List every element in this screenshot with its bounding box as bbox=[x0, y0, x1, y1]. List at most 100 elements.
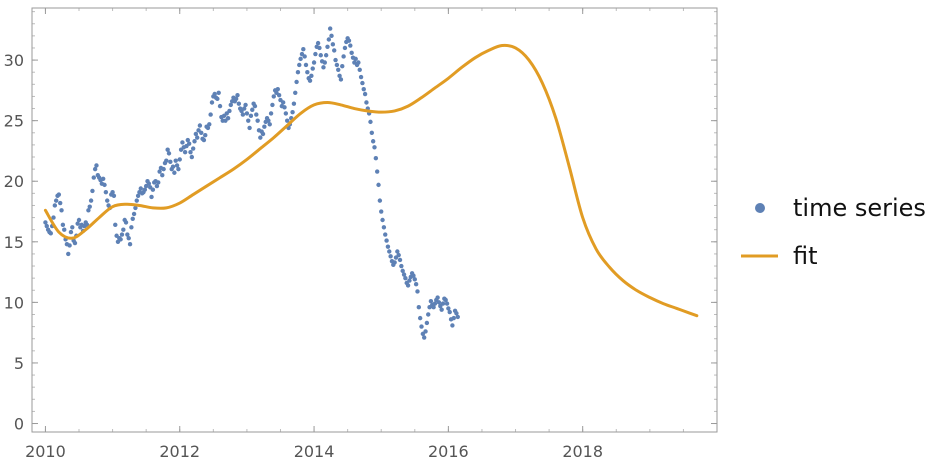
data-point bbox=[255, 118, 260, 123]
data-point bbox=[149, 194, 154, 200]
data-point bbox=[338, 77, 344, 82]
data-point bbox=[87, 204, 92, 209]
data-point bbox=[48, 231, 53, 236]
data-point bbox=[228, 102, 233, 108]
data-point bbox=[105, 198, 110, 203]
data-point bbox=[216, 90, 221, 96]
data-point bbox=[129, 225, 134, 230]
data-point bbox=[413, 282, 419, 287]
data-point bbox=[209, 100, 215, 105]
data-point bbox=[189, 154, 195, 160]
data-point bbox=[309, 73, 314, 79]
data-point bbox=[150, 187, 156, 192]
data-point bbox=[130, 216, 135, 221]
data-point bbox=[428, 298, 434, 304]
data-point bbox=[142, 187, 148, 192]
data-point bbox=[443, 297, 448, 303]
data-point bbox=[173, 158, 178, 163]
data-point bbox=[323, 53, 329, 58]
data-point bbox=[51, 215, 56, 220]
data-point bbox=[353, 56, 358, 62]
fit-line bbox=[43, 43, 699, 318]
data-point bbox=[217, 103, 223, 109]
data-point bbox=[67, 243, 72, 248]
data-point bbox=[381, 225, 387, 230]
data-point bbox=[318, 53, 323, 58]
data-point bbox=[192, 139, 197, 144]
data-point bbox=[193, 131, 199, 137]
data-point bbox=[307, 78, 313, 83]
x-tick-label: 2010 bbox=[25, 442, 66, 461]
data-point bbox=[285, 118, 290, 123]
x-axis-tick-labels: 2010 2012 2014 2016 2018 bbox=[25, 442, 603, 461]
scatter-points bbox=[43, 26, 460, 340]
data-point bbox=[362, 91, 368, 97]
data-point bbox=[247, 125, 252, 131]
data-point bbox=[384, 238, 389, 243]
data-point bbox=[315, 40, 321, 46]
data-point bbox=[436, 300, 442, 305]
data-point bbox=[407, 278, 412, 283]
data-point bbox=[357, 67, 362, 72]
data-point bbox=[403, 275, 408, 281]
data-point bbox=[58, 200, 63, 206]
data-point bbox=[295, 70, 301, 75]
data-point bbox=[94, 163, 99, 168]
data-point bbox=[333, 57, 338, 63]
data-point bbox=[303, 62, 309, 68]
data-point bbox=[121, 227, 126, 232]
data-point bbox=[52, 203, 58, 208]
y-tick-label: 25 bbox=[4, 112, 24, 131]
data-point bbox=[419, 324, 424, 329]
data-point bbox=[111, 193, 117, 198]
data-point bbox=[235, 93, 240, 98]
data-point bbox=[293, 90, 298, 96]
data-point bbox=[374, 169, 380, 174]
data-point bbox=[133, 205, 138, 211]
data-point bbox=[372, 145, 377, 150]
data-point bbox=[100, 176, 106, 182]
data-point bbox=[313, 51, 318, 57]
data-point bbox=[66, 251, 71, 257]
data-point bbox=[373, 156, 379, 161]
data-point bbox=[317, 45, 322, 51]
data-point bbox=[346, 38, 352, 43]
y-tick-label: 30 bbox=[4, 51, 24, 70]
data-point bbox=[75, 221, 80, 226]
data-point bbox=[271, 94, 276, 99]
data-point bbox=[340, 63, 345, 69]
data-point bbox=[190, 146, 196, 151]
data-point bbox=[298, 56, 303, 62]
data-point bbox=[276, 93, 282, 98]
data-point bbox=[283, 111, 289, 116]
data-point bbox=[76, 217, 82, 223]
y-tick-label: 15 bbox=[4, 233, 24, 252]
data-point bbox=[401, 272, 407, 277]
data-point bbox=[252, 103, 258, 109]
data-point bbox=[360, 80, 365, 86]
data-point bbox=[326, 37, 332, 42]
data-point bbox=[290, 109, 295, 115]
data-point bbox=[280, 100, 286, 105]
y-tick-label: 20 bbox=[4, 172, 24, 191]
data-point bbox=[161, 166, 166, 172]
data-point bbox=[342, 45, 348, 51]
plot-frame bbox=[31, 7, 718, 433]
data-point bbox=[439, 307, 444, 312]
data-point bbox=[431, 305, 436, 310]
data-point bbox=[166, 151, 172, 156]
data-point bbox=[291, 101, 297, 106]
data-point bbox=[377, 198, 383, 203]
data-point bbox=[397, 257, 403, 263]
data-point bbox=[260, 131, 266, 137]
data-point bbox=[135, 193, 141, 198]
data-point bbox=[282, 105, 287, 110]
data-point bbox=[164, 158, 169, 163]
data-point bbox=[131, 211, 137, 217]
legend: time series fit bbox=[741, 194, 926, 270]
data-point bbox=[138, 186, 143, 191]
x-tick-label: 2012 bbox=[159, 442, 200, 461]
data-point bbox=[110, 189, 115, 195]
data-point bbox=[329, 33, 334, 39]
